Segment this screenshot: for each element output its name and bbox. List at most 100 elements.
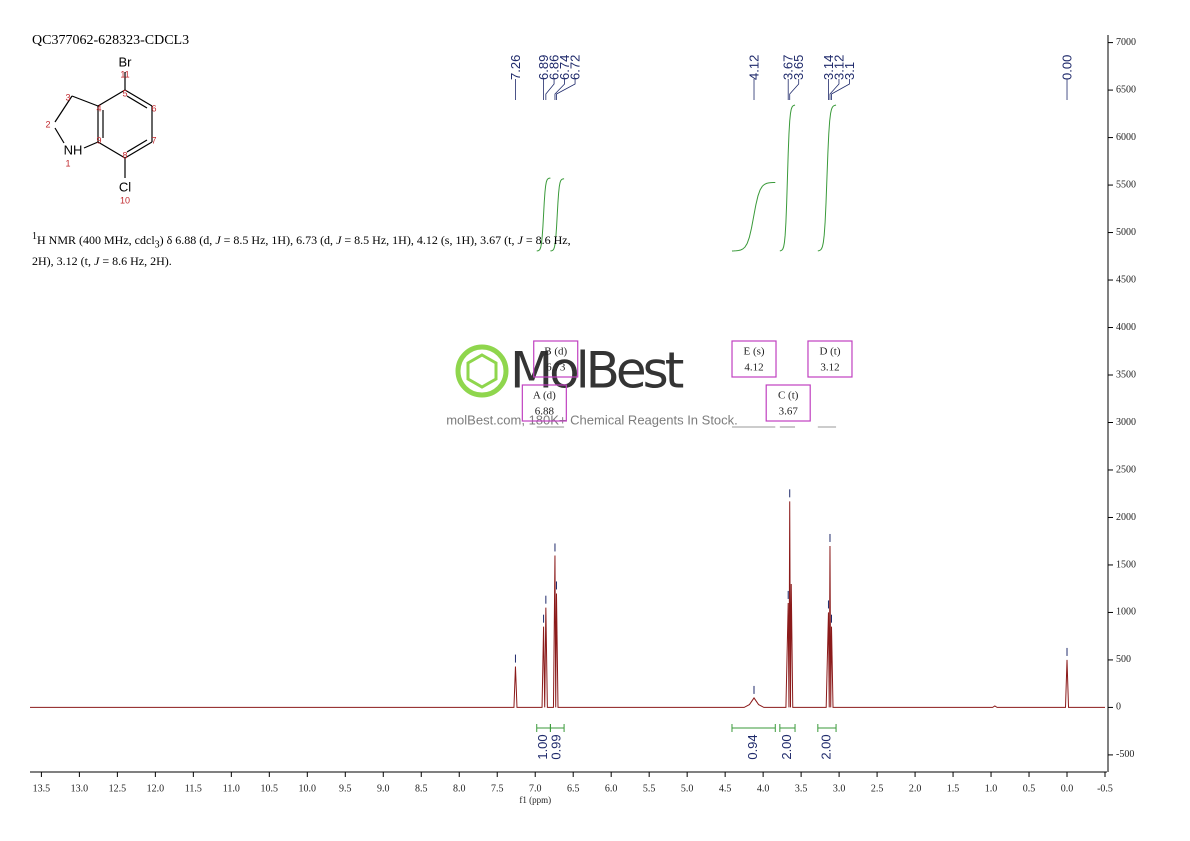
y-tick-label: -500: [1116, 749, 1134, 760]
multiplet-box: [807, 340, 853, 378]
peak-connector: [831, 79, 850, 100]
structure: [54, 72, 153, 178]
peak-label: 0.00: [1059, 55, 1074, 80]
text-run: 3: [154, 239, 160, 251]
peak-label: 6.89: [536, 55, 551, 80]
x-tick-label: 10.5: [261, 783, 279, 794]
peak-label: 3.12: [831, 55, 846, 80]
x-tick-label: 2.5: [871, 783, 884, 794]
atom-label: NH: [64, 142, 83, 157]
x-tick-label: 11.0: [223, 783, 240, 794]
y-tick-label: 6500: [1116, 84, 1136, 95]
text-run: J: [336, 233, 342, 247]
bond: [83, 141, 99, 149]
y-tick-label: 7000: [1116, 37, 1136, 48]
peak-label: 3.14: [821, 55, 836, 80]
x-tick-label: 6.0: [605, 783, 618, 794]
x-tick-label: 10.0: [299, 783, 317, 794]
bond: [126, 95, 148, 109]
bond: [126, 139, 148, 153]
multiplet-shift: 6.88: [535, 406, 555, 418]
atom-number: 3: [65, 92, 70, 102]
bond: [124, 89, 153, 107]
spectrum-line: [30, 501, 1105, 708]
x-tick-label: 3.5: [795, 783, 808, 794]
multiplet-label: B (d): [544, 346, 567, 358]
logo-hexagon: [466, 353, 498, 389]
x-tick-label: 9.5: [339, 783, 352, 794]
peak-label: 6.72: [568, 55, 583, 80]
y-tick-label: 5000: [1116, 227, 1136, 238]
multiplet-label: D (t): [819, 346, 840, 358]
atom-number: 5: [122, 88, 127, 98]
peak-label: 7.26: [508, 55, 523, 80]
atom-number: 2: [45, 119, 50, 129]
peak-connector: [556, 79, 576, 100]
x-tick-label: 12.0: [147, 783, 165, 794]
y-tick-label: 1500: [1116, 559, 1136, 570]
multiplet-shift: 6.73: [546, 362, 566, 374]
x-tick-label: 6.5: [567, 783, 580, 794]
peak-connector: [545, 79, 555, 100]
x-tick-label: 12.5: [109, 783, 127, 794]
peak-label: 6.74: [557, 55, 572, 80]
x-tick-label: 13.5: [33, 783, 51, 794]
integral-label: 0.94: [745, 734, 760, 759]
y-tick-label: 4500: [1116, 274, 1136, 285]
multiplet-shift: 3.12: [820, 362, 839, 374]
bond: [71, 95, 99, 107]
y-tick-label: 3000: [1116, 417, 1136, 428]
multiplet-label: A (d): [533, 390, 556, 402]
peak-label: 6.86: [547, 55, 562, 80]
chart-title: QC377062-628323-CDCL3: [32, 33, 189, 48]
x-tick-label: 13.0: [71, 783, 89, 794]
logo-text: MolBest: [510, 342, 684, 400]
y-tick-label: 1000: [1116, 607, 1136, 618]
bond: [54, 127, 65, 144]
integral-label: 2.00: [779, 734, 794, 759]
bond: [97, 89, 126, 107]
x-tick-label: 3.0: [833, 783, 846, 794]
y-tick-label: 500: [1116, 654, 1131, 665]
multiplet-shift: 4.12: [744, 362, 763, 374]
y-tick-label: 5500: [1116, 179, 1136, 190]
atom-number: 4: [96, 103, 101, 113]
x-tick-label: 11.5: [185, 783, 202, 794]
x-tick-label: 4.5: [719, 783, 732, 794]
y-tick-label: 4000: [1116, 322, 1136, 333]
integral-curve: [817, 104, 837, 252]
atom-number: 1: [65, 158, 70, 168]
integral-label: 1.00: [535, 734, 550, 759]
atom-number: 7: [151, 135, 156, 145]
peak-label: 3.65: [791, 55, 806, 80]
y-tick-label: 0: [1116, 702, 1121, 713]
integral-curve: [779, 104, 796, 252]
logo-ring: [455, 344, 509, 398]
text-run: 1: [32, 231, 37, 242]
text-run: H NMR (400 MHz, cdcl: [37, 233, 155, 247]
text-run: ) δ 6.88 (d,: [159, 233, 216, 247]
x-tick-label: 8.5: [415, 783, 428, 794]
x-tick-label: 0.5: [1023, 783, 1036, 794]
bond: [54, 95, 73, 123]
atom-number: 9: [96, 135, 101, 145]
x-tick-label: -0.5: [1097, 783, 1113, 794]
multiplet-box: [731, 340, 777, 378]
y-tick-label: 2500: [1116, 464, 1136, 475]
peak-connector: [829, 79, 840, 100]
watermark: MolBest molBest.com, 180K+ Chemical Reag…: [446, 342, 738, 428]
multiplet-box: [765, 384, 811, 422]
atom-number: 6: [151, 103, 156, 113]
atom-number: 8: [122, 150, 127, 160]
x-tick-label: 4.0: [757, 783, 770, 794]
text-run: J: [517, 233, 523, 247]
y-tick-label: 3500: [1116, 369, 1136, 380]
text-run: J: [94, 254, 100, 269]
nmr-description: 1H NMR (400 MHz, cdcl3) δ 6.88 (d, J = 8…: [32, 228, 592, 270]
tagline: molBest.com, 180K+ Chemical Reagents In …: [446, 412, 738, 427]
bond: [124, 141, 153, 159]
text-run: J: [215, 233, 221, 247]
atom-label: Cl: [119, 179, 131, 194]
text-run: = 8.6 Hz, 2H), 3.12 (t,: [32, 233, 571, 269]
